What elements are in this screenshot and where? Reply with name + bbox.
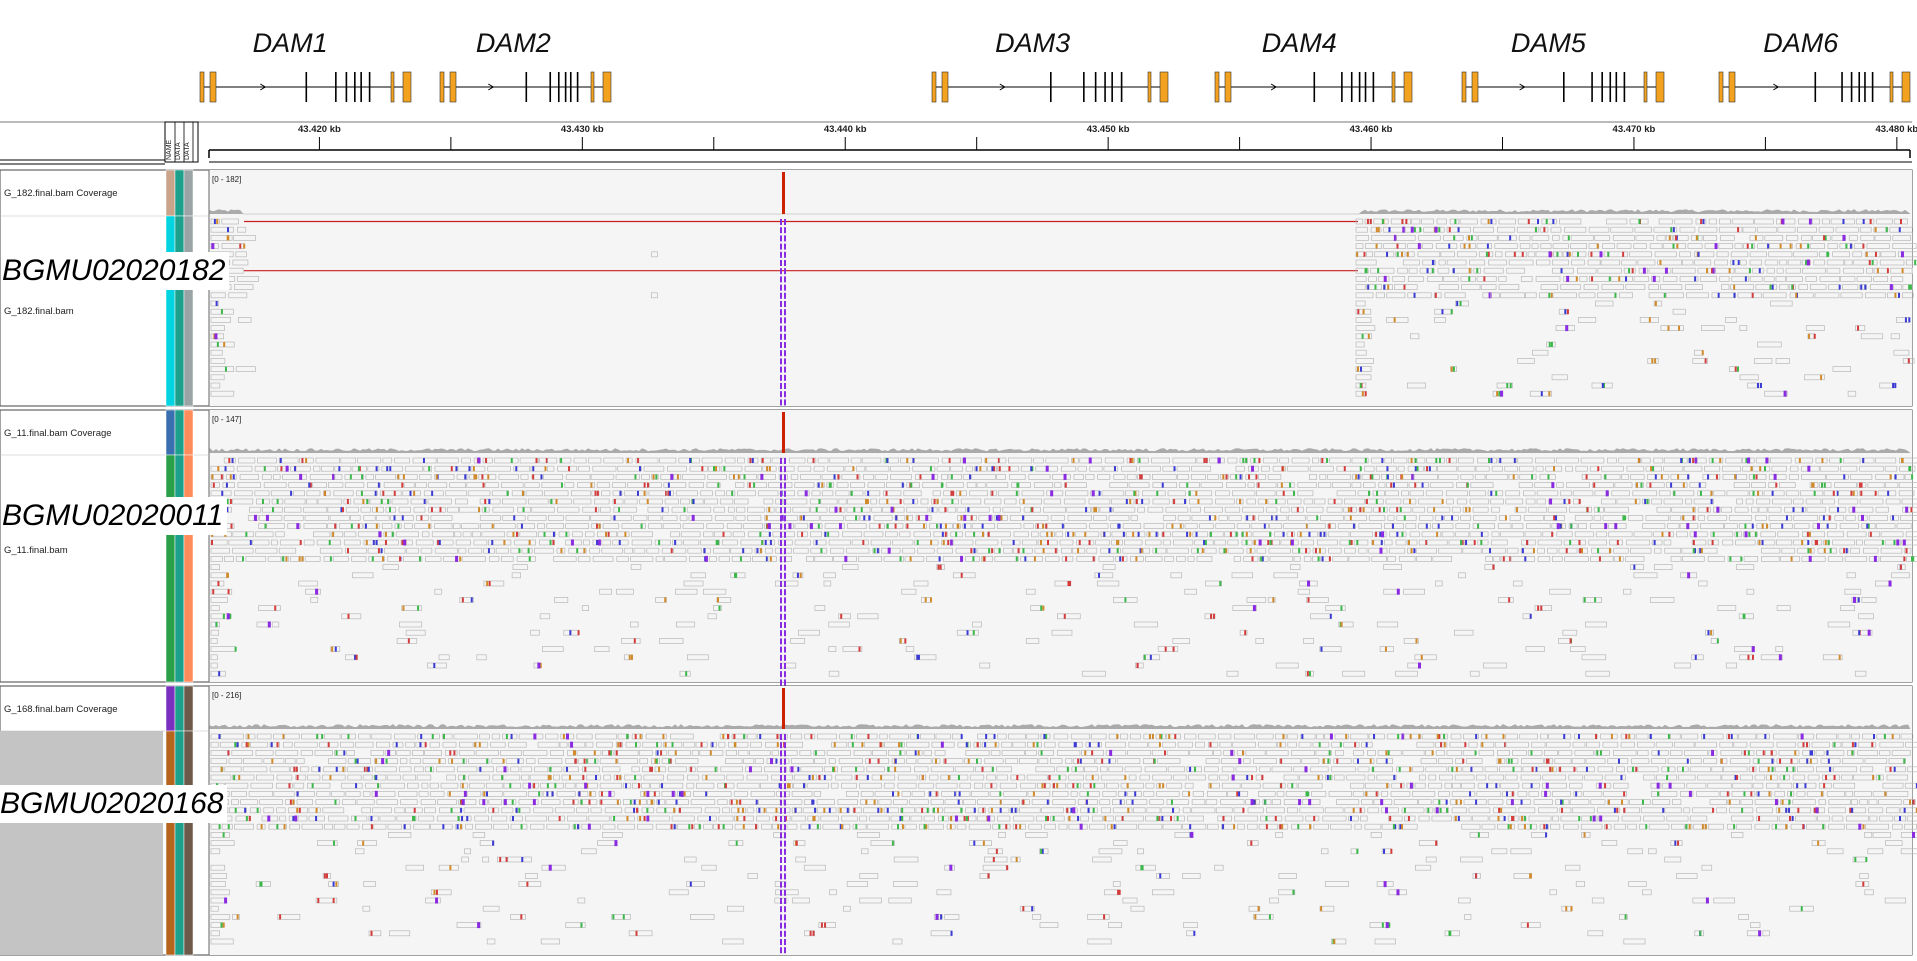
gene-model-dam3: [931, 71, 1169, 103]
attribute-cell[interactable]: [183, 730, 194, 956]
attribute-cell[interactable]: [183, 685, 194, 732]
gene-label-dam6: DAM6: [1763, 28, 1839, 58]
ruler-tick-label: 43.430 kb: [560, 124, 604, 135]
coverage-peak: [782, 412, 785, 453]
ruler-tick-label: 43.420 kb: [298, 124, 341, 135]
gene-annotation-track: [199, 71, 1911, 103]
gene-model-dam2: [439, 71, 612, 103]
alignment-reads: [210, 218, 1917, 397]
gene-model-dam6: [1718, 71, 1911, 103]
gene-label-dam4: DAM4: [1261, 28, 1337, 58]
attribute-cell[interactable]: [165, 409, 176, 456]
gene-label-dam3: DAM3: [995, 28, 1071, 58]
sample-panel-2: [0, 409, 1917, 686]
alignment-reads: [210, 457, 1917, 677]
ruler-tick-label: 43.450 kb: [1086, 124, 1130, 135]
ruler-tick-label: 43.480 kb: [1875, 124, 1917, 135]
attribute-cell[interactable]: [165, 454, 176, 683]
sample-label: BGMU02020011: [2, 497, 228, 535]
ruler-tick-label: 43.460 kb: [1349, 124, 1393, 135]
gene-model-dam5: [1461, 71, 1665, 103]
attribute-cell[interactable]: [174, 409, 185, 456]
alignment-reads: [210, 733, 1917, 945]
coverage-range-label: [0 - 147]: [212, 415, 242, 424]
gene-label-dam2: DAM2: [475, 28, 551, 58]
coverage-peak: [782, 172, 785, 214]
gene-model-dam1: [199, 71, 412, 103]
ruler-track: [0, 121, 1912, 165]
insertion-hotspot: [780, 734, 786, 954]
coverage-range-label: [0 - 216]: [212, 691, 242, 700]
alignment-track-name[interactable]: G_11.final.bam: [4, 545, 68, 556]
gene-label-dam5: DAM5: [1510, 28, 1586, 58]
coverage-peak: [782, 688, 785, 729]
coverage-range-label: [0 - 182]: [212, 175, 242, 184]
insertion-hotspot: [780, 219, 786, 406]
attribute-cell[interactable]: [183, 409, 194, 456]
ruler-tick-label: 43.440 kb: [823, 124, 867, 135]
attribute-cell[interactable]: [174, 685, 185, 732]
coverage-histogram: [209, 724, 1911, 730]
attribute-cell[interactable]: [165, 169, 176, 217]
coverage-track-name[interactable]: G_11.final.bam Coverage: [4, 428, 112, 439]
attribute-cell[interactable]: [174, 215, 185, 407]
attribute-cell[interactable]: [174, 730, 185, 956]
attribute-cell[interactable]: [174, 169, 185, 217]
attribute-cell[interactable]: [183, 169, 194, 217]
ruler-tick-label: 43.470 kb: [1612, 124, 1656, 135]
alignment-track-name[interactable]: G_182.final.bam: [4, 306, 74, 317]
coverage-histogram: [209, 209, 1911, 215]
insertion-hotspot: [780, 458, 786, 686]
coverage-track-name[interactable]: G_168.final.bam Coverage: [4, 704, 118, 715]
sample-label: BGMU02020182: [2, 252, 230, 290]
attribute-cell[interactable]: [165, 685, 176, 732]
attribute-cell[interactable]: [183, 215, 194, 407]
coverage-track-name[interactable]: G_182.final.bam Coverage: [4, 188, 118, 199]
gene-model-dam4: [1214, 71, 1413, 103]
sample-label: BGMU02020168: [0, 785, 228, 823]
attribute-cell[interactable]: [165, 730, 176, 956]
sample-panel-3: [0, 685, 1917, 956]
attribute-cell[interactable]: [174, 454, 185, 683]
coverage-histogram: [209, 447, 1911, 454]
attribute-cell[interactable]: [165, 215, 176, 407]
gene-label-dam1: DAM1: [252, 28, 328, 58]
attribute-cell[interactable]: [183, 454, 194, 683]
sample-panel-1: [0, 169, 1917, 407]
